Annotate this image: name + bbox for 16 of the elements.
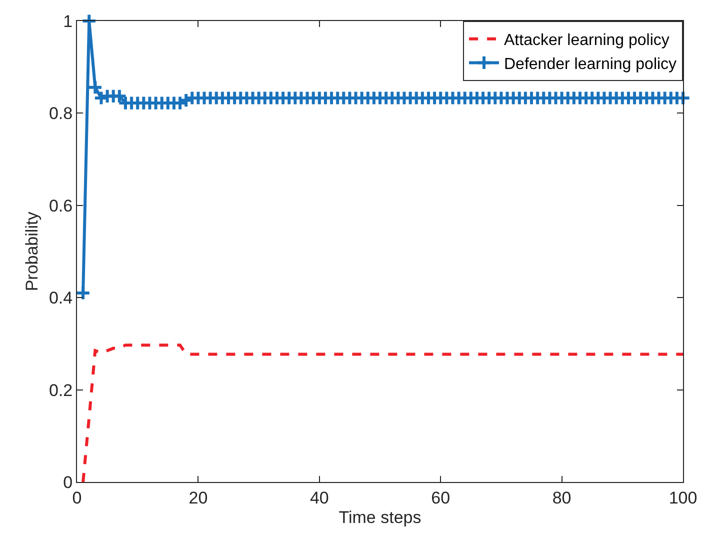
legend-label: Attacker learning policy (504, 32, 670, 50)
x-tick-label: 80 (552, 488, 572, 508)
x-tick-label: 20 (188, 488, 208, 508)
y-tick-label: 0 (63, 472, 73, 492)
x-tick-label: 100 (668, 488, 698, 508)
y-tick-label: 0.2 (48, 380, 73, 400)
legend-label: Defender learning policy (504, 56, 677, 73)
y-axis-title: Probability (22, 211, 42, 292)
y-tick-label: 0.8 (48, 104, 73, 124)
line-series (82, 344, 683, 482)
x-axis-title: Time steps (338, 508, 422, 527)
y-tick-label: 0.6 (48, 196, 73, 216)
x-tick-label: 60 (431, 488, 450, 508)
y-tick-label: 0.4 (48, 288, 73, 308)
y-tick-label: 1 (63, 12, 73, 31)
x-tick-label: 40 (310, 488, 329, 508)
